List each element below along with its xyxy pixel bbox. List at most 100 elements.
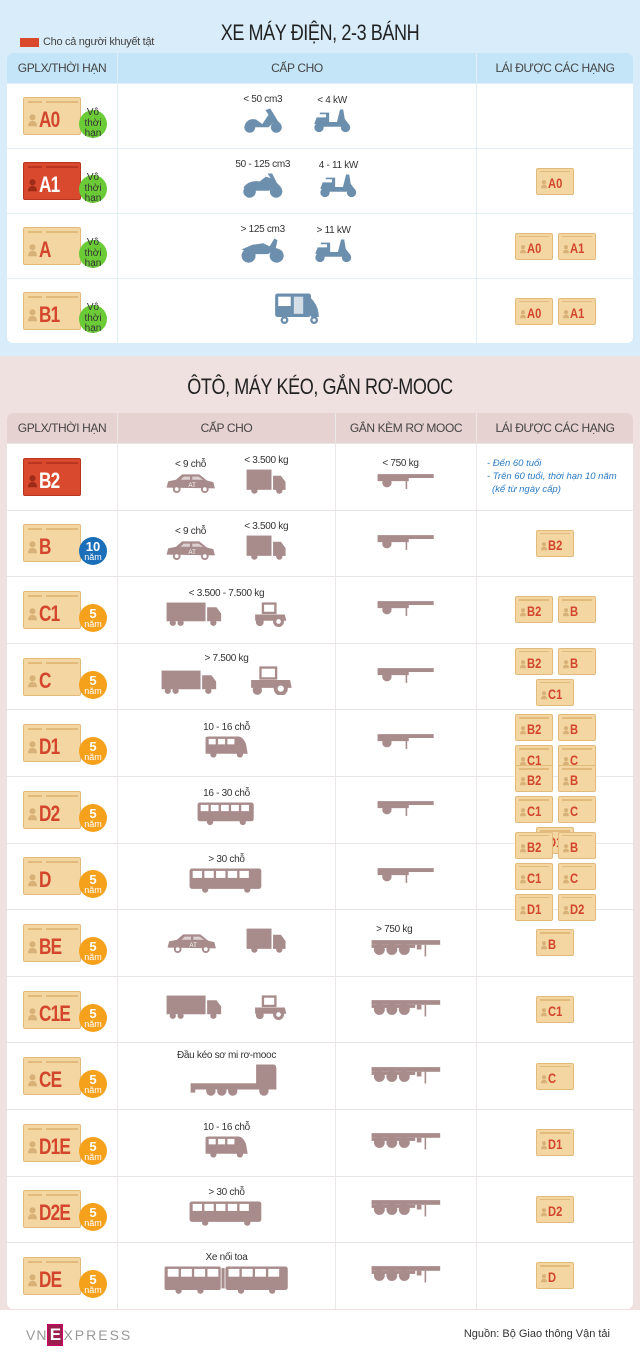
mini-license-card: A1 [557, 297, 596, 325]
trailer-large-icon [370, 997, 442, 1022]
license-cell: D1 5 năm [7, 710, 118, 776]
mini-license-card: B [557, 714, 596, 742]
vehicle-list [175, 1063, 278, 1102]
section-title: ÔTÔ, MÁY KÉO, GẮN RƠ-MOOC [187, 374, 453, 399]
issued-for-cell: 16 - 30 chỗ [118, 776, 336, 843]
header-license: GPLX/THỜI HẠN [7, 53, 118, 83]
card-line [540, 1132, 570, 1134]
trailer-large-icon [370, 1197, 442, 1222]
person-icon [519, 808, 526, 817]
license-card: B2 [23, 457, 81, 496]
trailer [376, 731, 435, 755]
card-line [561, 235, 592, 237]
mini-license-code: A0 [548, 174, 563, 191]
trailer-cell: > 750 kg [336, 910, 477, 976]
validity-badge: 5 năm [79, 1070, 107, 1099]
person-icon [562, 875, 569, 884]
vehicle-item [160, 669, 219, 701]
can-drive-cell: D1 [477, 1110, 633, 1176]
person-icon [28, 244, 37, 257]
card-line [561, 748, 592, 750]
card-line [46, 994, 78, 997]
card-line [46, 594, 78, 597]
license-cell: C1E 5 năm [7, 976, 118, 1043]
card-line [46, 101, 78, 103]
mini-license-card: B2 [514, 596, 553, 624]
person-icon [519, 844, 526, 853]
license-code: C [39, 667, 51, 693]
trailer [376, 798, 435, 822]
vehicle-list [165, 994, 288, 1026]
table-row: C 5 năm > 7.500 kg B2 B C1 [7, 642, 633, 710]
person-icon [28, 1074, 37, 1087]
trailer: < 750 kg [376, 458, 435, 495]
trailer-cell [336, 1176, 477, 1243]
mini-license-card: B [557, 831, 596, 859]
license-card: B [23, 524, 81, 563]
person-icon [28, 475, 37, 488]
card-line [28, 927, 42, 930]
table-row: CE 5 năm Đầu kéo sơ mi rơ-mooc C [7, 1042, 633, 1109]
issued-for-cell: Xe nối toa [118, 1243, 336, 1309]
mini-license-code: B [569, 772, 578, 789]
card-line [561, 717, 592, 719]
validity-line1: Vô [86, 172, 100, 184]
mini-license-code: C1 [548, 685, 563, 702]
vehicle-item: > 11 kW [313, 225, 354, 268]
card-line [46, 927, 78, 930]
header-issued-for: CẤP CHO [118, 53, 477, 83]
vehicle-list [160, 666, 293, 701]
license-card: D1 [23, 724, 81, 763]
svg-text:AT: AT [188, 549, 196, 556]
person-icon [519, 309, 526, 318]
drivable-classes: C1 [495, 996, 615, 1024]
validity-unit: năm [84, 685, 102, 696]
table-row: C1E 5 năm C1 [7, 975, 633, 1043]
section-electric-motorbikes: Cho cả người khuyết tật XE MÁY ĐIỆN, 2-3… [0, 0, 640, 356]
validity-badge: 5 năm [79, 1136, 107, 1165]
source-text: Nguồn: Bộ Giao thông Vận tải [463, 1328, 610, 1340]
trailer-small-icon [376, 471, 435, 495]
validity-unit: năm [84, 618, 102, 629]
vehicle-list: 50 - 125 cm3 4 - 11 kW [235, 159, 358, 204]
validity-badge: 5 năm [79, 936, 107, 965]
header-issued-for: CẤP CHO [118, 413, 336, 443]
vehicle-group: < 9 chỗ AT < 3.500 kg [165, 455, 289, 500]
vehicle-list: < 9 chỗ AT < 3.500 kg [165, 455, 289, 500]
vehicle-group: > 30 chỗ [188, 1187, 264, 1232]
mini-license-card: B [536, 929, 574, 957]
card-line [540, 170, 570, 172]
person-icon [28, 114, 37, 127]
license-table-motorbikes: GPLX/THỜI HẠN CẤP CHO LÁI ĐƯỢC CÁC HẠNG … [7, 53, 633, 343]
validity-badge: 5 năm [79, 603, 107, 632]
person-icon [519, 244, 526, 253]
license-cell: CE 5 năm [7, 1043, 118, 1109]
issued-for-cell [118, 279, 477, 343]
vehicle-item [175, 1063, 278, 1102]
mini-license-card: D2 [536, 1195, 574, 1223]
validity-years: 5 [89, 605, 97, 621]
person-icon [28, 1274, 37, 1287]
truck-icon [245, 927, 287, 959]
vehicle-group: > 30 chỗ [188, 854, 264, 899]
card-line [518, 768, 549, 770]
drivable-classes: A0 A1 [495, 297, 615, 325]
person-icon [541, 179, 547, 188]
mini-license-code: B [548, 936, 557, 953]
mini-license-code: D [548, 1269, 557, 1286]
vehicle-caption: > 30 chỗ [208, 854, 245, 866]
card-line [28, 1061, 42, 1064]
validity-badge: Vô thời hạn [79, 172, 107, 204]
drivable-classes: B [495, 929, 615, 957]
vnexpress-logo[interactable]: VN E XPRESS [26, 1324, 133, 1346]
can-drive-cell: A0 A1 [477, 279, 633, 343]
card-line [28, 1127, 42, 1130]
trailer-cell [336, 843, 477, 910]
validity-badge: Vô thời hạn [79, 238, 107, 269]
vehicle-item: > 125 cm3 [240, 224, 285, 269]
person-icon [28, 179, 37, 192]
card-line [561, 896, 592, 899]
mini-license-card: D1 [514, 893, 553, 921]
card-line [46, 1061, 78, 1064]
card-line [46, 231, 78, 233]
